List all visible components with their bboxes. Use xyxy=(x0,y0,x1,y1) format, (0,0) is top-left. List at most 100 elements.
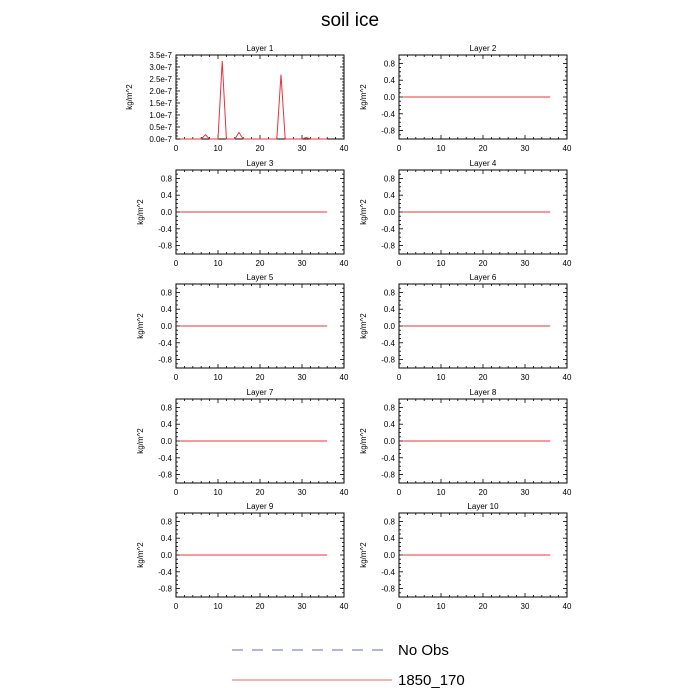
legend-label-2: 1850_170 xyxy=(398,672,465,689)
panel-4-ytick-label: 0.0 xyxy=(384,208,396,217)
panel-4-ylabel: kg/m^2 xyxy=(359,199,368,225)
panel-9-ytick-label: 0.0 xyxy=(161,551,173,560)
panel-9-ylabel: kg/m^2 xyxy=(136,542,145,568)
panel-8-xtick-label: 40 xyxy=(563,488,572,497)
panel-7-xtick-label: 0 xyxy=(174,488,179,497)
panel-8-xtick-label: 10 xyxy=(437,488,446,497)
panel-2-xtick-label: 0 xyxy=(397,144,402,153)
panel-3-ytick-label: 0.0 xyxy=(161,208,173,217)
panel-1-ytick-label: 2.5e-7 xyxy=(149,75,172,84)
panel-7-title: Layer 7 xyxy=(247,388,274,397)
panel-8-ytick-label: 0.0 xyxy=(384,437,396,446)
panel-3-xtick-label: 30 xyxy=(298,259,307,268)
panel-2-ytick-label: 0.8 xyxy=(384,59,396,68)
panel-6-title: Layer 6 xyxy=(470,273,497,282)
panel-1-ytick-label: 0.0e-7 xyxy=(149,135,172,144)
panel-9-xtick-label: 30 xyxy=(298,602,307,611)
panel-7-ytick-label: 0.0 xyxy=(161,437,173,446)
panel-5-ylabel: kg/m^2 xyxy=(136,313,145,339)
panel-9-ytick-label: -0.8 xyxy=(158,585,172,594)
panel-4-ytick-label: 0.8 xyxy=(384,174,396,183)
panel-3-ytick-label: 0.4 xyxy=(161,191,173,200)
panel-5-xtick-label: 0 xyxy=(174,373,179,382)
panel-1-xtick-label: 20 xyxy=(256,144,265,153)
panel-1-xtick-label: 40 xyxy=(340,144,349,153)
panel-8-title: Layer 8 xyxy=(470,388,497,397)
panel-4-ytick-label: -0.4 xyxy=(381,225,395,234)
panel-10-ytick-label: 0.8 xyxy=(384,517,396,526)
panel-9-xtick-label: 40 xyxy=(340,602,349,611)
panel-1-ytick-label: 1.0e-7 xyxy=(149,111,172,120)
panel-1-frame xyxy=(175,54,345,140)
panel-1-xtick-label: 10 xyxy=(214,144,223,153)
panel-10-ytick-label: 0.4 xyxy=(384,534,396,543)
panel-7-xtick-label: 20 xyxy=(256,488,265,497)
panel-8-xtick-label: 30 xyxy=(521,488,530,497)
panel-7-xtick-label: 30 xyxy=(298,488,307,497)
panel-1-xtick-label: 30 xyxy=(298,144,307,153)
panel-2-title: Layer 2 xyxy=(470,44,497,53)
panel-3-xtick-label: 40 xyxy=(340,259,349,268)
panel-8-ylabel: kg/m^2 xyxy=(359,428,368,454)
panel-6-ylabel: kg/m^2 xyxy=(359,313,368,339)
panel-9-xtick-label: 20 xyxy=(256,602,265,611)
panel-6-ytick-label: -0.8 xyxy=(381,356,395,365)
panel-10-ytick-label: -0.4 xyxy=(381,568,395,577)
panel-4-xtick-label: 10 xyxy=(437,259,446,268)
panel-10-xtick-label: 30 xyxy=(521,602,530,611)
panel-1-ytick-label: 3.0e-7 xyxy=(149,63,172,72)
panel-2-ytick-label: -0.8 xyxy=(381,127,395,136)
panel-10-xtick-label: 0 xyxy=(397,602,402,611)
panel-9-ytick-label: 0.8 xyxy=(161,517,173,526)
panel-5-ytick-label: 0.4 xyxy=(161,305,173,314)
panel-9-xtick-label: 0 xyxy=(174,602,179,611)
panel-4-ytick-label: -0.8 xyxy=(381,242,395,251)
panel-10-ytick-label: -0.8 xyxy=(381,585,395,594)
panel-9-title: Layer 9 xyxy=(247,502,274,511)
panel-10-xtick-label: 20 xyxy=(479,602,488,611)
panel-10-title: Layer 10 xyxy=(467,502,499,511)
panel-3-title: Layer 3 xyxy=(247,159,274,168)
panel-9-ytick-label: 0.4 xyxy=(161,534,173,543)
panel-10-ytick-label: 0.0 xyxy=(384,551,396,560)
panel-9-ytick-label: -0.4 xyxy=(158,568,172,577)
panel-4-xtick-label: 0 xyxy=(397,259,402,268)
panel-1-ytick-label: 1.5e-7 xyxy=(149,99,172,108)
panel-5-ytick-label: 0.8 xyxy=(161,288,173,297)
panel-5-ytick-label: 0.0 xyxy=(161,322,173,331)
panel-3-xtick-label: 20 xyxy=(256,259,265,268)
panel-6-xtick-label: 40 xyxy=(563,373,572,382)
panel-4-title: Layer 4 xyxy=(470,159,497,168)
panel-8-ytick-label: 0.8 xyxy=(384,403,396,412)
panel-1-ytick-label: 2.0e-7 xyxy=(149,87,172,96)
panel-1-ylabel: kg/m^2 xyxy=(125,84,134,110)
panel-4-xtick-label: 20 xyxy=(479,259,488,268)
panel-5-xtick-label: 40 xyxy=(340,373,349,382)
panel-6-xtick-label: 0 xyxy=(397,373,402,382)
panel-3-xtick-label: 10 xyxy=(214,259,223,268)
panel-3-xtick-label: 0 xyxy=(174,259,179,268)
panel-4-ytick-label: 0.4 xyxy=(384,191,396,200)
panel-5-xtick-label: 20 xyxy=(256,373,265,382)
panel-10-xtick-label: 10 xyxy=(437,602,446,611)
panel-6-ytick-label: 0.8 xyxy=(384,288,396,297)
panel-2-ytick-label: 0.0 xyxy=(384,93,396,102)
panel-6-xtick-label: 30 xyxy=(521,373,530,382)
panel-5-ytick-label: -0.4 xyxy=(158,339,172,348)
panel-6-ytick-label: -0.4 xyxy=(381,339,395,348)
panel-5-title: Layer 5 xyxy=(247,273,274,282)
panel-2-ytick-label: 0.4 xyxy=(384,76,396,85)
panel-4-xtick-label: 30 xyxy=(521,259,530,268)
panel-5-xtick-label: 30 xyxy=(298,373,307,382)
figure-title: soil ice xyxy=(320,10,380,31)
panel-6-ytick-label: 0.0 xyxy=(384,322,396,331)
panel-8-xtick-label: 20 xyxy=(479,488,488,497)
panel-7-xtick-label: 40 xyxy=(340,488,349,497)
panel-10-ylabel: kg/m^2 xyxy=(359,542,368,568)
panel-3-ylabel: kg/m^2 xyxy=(136,199,145,225)
panel-4-xtick-label: 40 xyxy=(563,259,572,268)
panel-2-xtick-label: 30 xyxy=(521,144,530,153)
panel-9-xtick-label: 10 xyxy=(214,602,223,611)
panel-1-ytick-label: 3.5e-7 xyxy=(149,51,172,60)
